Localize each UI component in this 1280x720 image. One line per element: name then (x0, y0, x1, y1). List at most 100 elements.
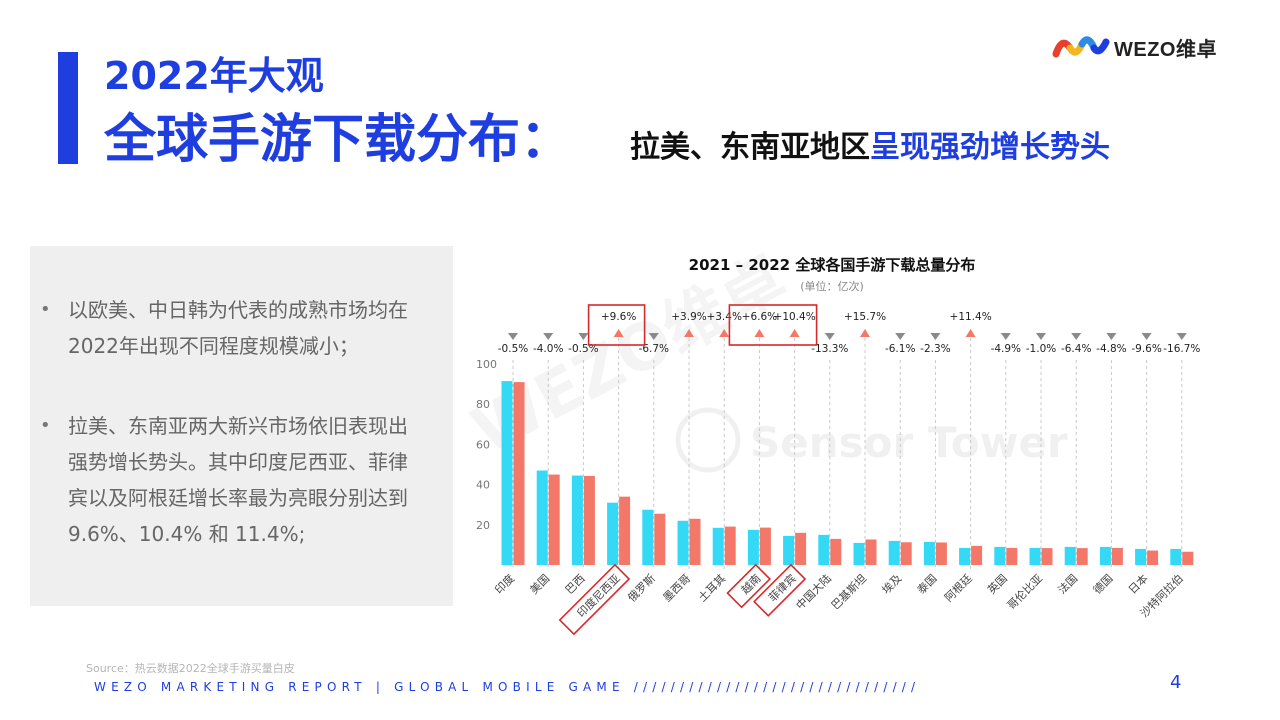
bar-2022 (795, 532, 807, 565)
growth-label: -4.0% (533, 343, 563, 355)
growth-down-marker (1071, 333, 1082, 340)
bar-2021 (747, 529, 759, 565)
bar-2022 (1041, 548, 1053, 565)
bar-2021 (923, 541, 935, 565)
x-tick-label: 英国 (984, 571, 1009, 596)
x-tick-label: 巴基斯坦 (828, 571, 869, 612)
growth-up-marker (613, 329, 624, 337)
growth-up-marker (684, 329, 694, 337)
x-tick-label: 巴西 (563, 572, 588, 597)
growth-label: +11.4% (950, 311, 992, 323)
growth-down-marker (930, 333, 941, 340)
highlight-box-indonesia (587, 304, 646, 346)
source-note: Source：热云数据2022全球手游买量白皮 (86, 662, 295, 675)
page-title-year: 2022年大观 (104, 54, 324, 98)
page-title: 全球手游下载分布： (104, 110, 573, 170)
growth-down-marker (824, 333, 835, 340)
bar-2021 (571, 475, 583, 565)
growth-label: +10.4% (774, 311, 816, 323)
bar-2022 (1111, 547, 1123, 565)
x-tick-label: 德国 (1090, 571, 1115, 596)
bar-2021 (536, 470, 548, 565)
highlight-label-vietnam (726, 563, 772, 609)
x-tick-label: 中国大陆 (793, 571, 834, 612)
bar-2021 (818, 534, 830, 565)
x-tick-label: 越南 (738, 571, 763, 596)
bar-2022 (724, 526, 736, 565)
growth-label: -6.4% (1061, 343, 1091, 355)
growth-label: +9.6% (601, 311, 636, 323)
growth-label: -4.8% (1096, 343, 1126, 355)
x-tick-label: 美国 (528, 572, 553, 597)
x-tick-label: 法国 (1055, 571, 1080, 596)
growth-label: -6.7% (639, 343, 669, 355)
x-tick-label: 埃及 (879, 571, 904, 596)
bar-2022 (865, 539, 877, 565)
x-tick-label: 阿根廷 (941, 571, 974, 604)
bar-2021 (888, 540, 900, 565)
y-tick-label: 80 (476, 398, 490, 411)
page-number: 4 (1170, 672, 1182, 693)
bar-2021 (959, 547, 971, 565)
bullet-text: 以欧美、中日韩为代表的成熟市场均在2022年出现不同程度规模减小； (68, 298, 408, 358)
wezo-logo: WEZO维卓 (1052, 32, 1217, 62)
growth-label: -9.6% (1131, 343, 1161, 355)
summary-box (30, 246, 453, 606)
growth-up-marker (860, 329, 870, 337)
y-tick-label: 20 (476, 519, 490, 532)
footer-banner: WEZO MARKETING REPORT | GLOBAL MOBILE GA… (94, 680, 921, 694)
highlight-label-indonesia (558, 563, 631, 636)
bar-2022 (548, 474, 560, 565)
growth-up-marker (965, 329, 976, 337)
bar-2022 (1147, 550, 1159, 565)
growth-up-marker (719, 329, 730, 337)
bullet-item: • 以欧美、中日韩为代表的成熟市场均在2022年出现不同程度规模减小； (40, 292, 420, 364)
bar-2021 (853, 542, 865, 565)
bar-2021 (501, 381, 513, 565)
bar-2022 (513, 382, 525, 565)
bar-2022 (654, 513, 666, 565)
growth-label: -2.3% (920, 343, 950, 355)
bar-2021 (1099, 546, 1111, 565)
logo-text: WEZO维卓 (1114, 38, 1217, 61)
x-tick-label: 墨西哥 (661, 572, 694, 605)
growth-down-marker (895, 333, 906, 340)
growth-down-marker (508, 333, 518, 340)
growth-down-marker (1106, 333, 1117, 340)
x-tick-label: 日本 (1125, 571, 1150, 596)
growth-down-marker (1176, 333, 1187, 340)
bar-2022 (689, 518, 701, 565)
growth-label: -13.3% (811, 343, 848, 355)
bar-2021 (1064, 546, 1076, 565)
bullet-dot: • (40, 415, 51, 436)
page-subtitle: 拉美、东南亚地区呈现强劲增长势头 (630, 126, 1110, 170)
growth-down-marker (1000, 333, 1011, 340)
x-tick-label: 土耳其 (696, 572, 729, 605)
bar-2021 (677, 520, 689, 565)
bar-2022 (1076, 548, 1088, 565)
x-tick-label: 泰国 (914, 571, 939, 596)
bullet-item: • 拉美、东南亚两大新兴市场依旧表现出强势增长势头。其中印度尼西亚、菲律宾以及阿… (40, 408, 420, 552)
bar-2021 (642, 509, 654, 565)
bar-2022 (900, 542, 912, 565)
growth-label: +15.7% (844, 311, 886, 323)
growth-label: -0.5% (568, 343, 598, 355)
growth-down-marker (1036, 333, 1046, 340)
growth-label: +3.4% (706, 311, 741, 323)
growth-up-marker (754, 329, 765, 337)
bar-2021 (1170, 548, 1182, 565)
growth-label: -16.7% (1163, 343, 1200, 355)
bar-2022 (935, 542, 947, 565)
bar-2022 (1182, 551, 1194, 565)
growth-label: -6.1% (885, 343, 915, 355)
bar-2021 (994, 546, 1006, 565)
bar-2022 (971, 545, 983, 565)
title-accent-bar (58, 52, 78, 164)
bar-2022 (830, 538, 842, 565)
y-tick-label: 40 (476, 479, 490, 492)
growth-label: -1.0% (1026, 343, 1056, 355)
wezo-logo-icon (1052, 36, 1110, 58)
growth-up-marker (789, 329, 800, 337)
bar-2021 (607, 502, 619, 565)
